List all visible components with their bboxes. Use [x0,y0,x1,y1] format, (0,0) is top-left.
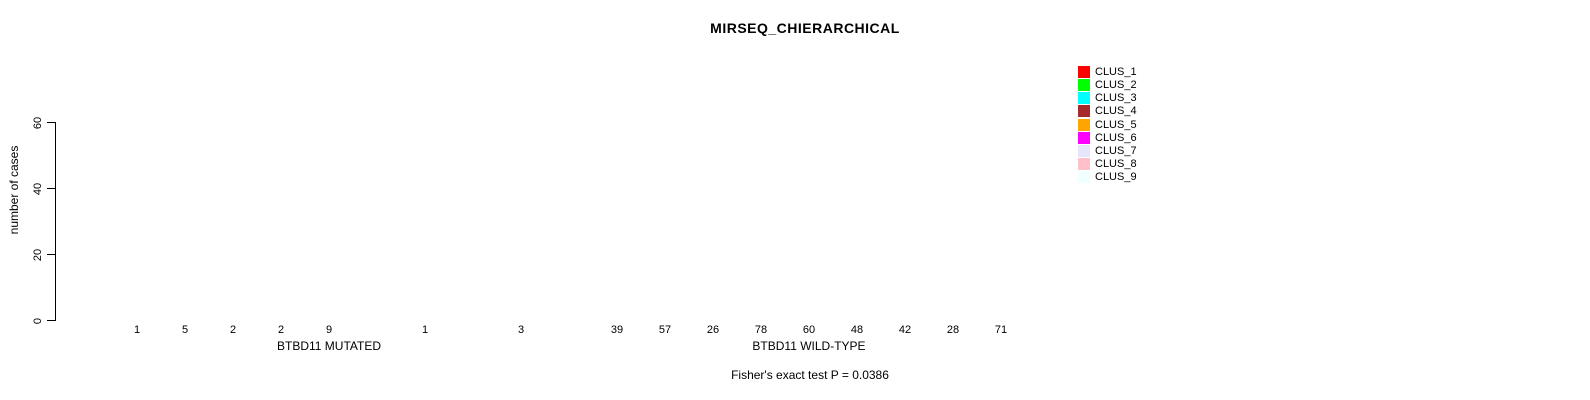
chart-title: MIRSEQ_CHIERARCHICAL [710,20,900,36]
legend-item-label: CLUS_1 [1095,66,1137,78]
legend-item: CLUS_5 [1078,118,1148,132]
legend-color-swatch [1078,118,1090,131]
legend-color-swatch [1078,131,1090,144]
legend-color-swatch [1078,79,1090,92]
y-axis-tick-label: 60 [32,116,44,129]
bar-count-label: 9 [325,324,333,336]
bar-count-label: 39 [610,324,624,336]
y-axis-tick-label: 20 [32,248,44,261]
bar-count-label: 71 [994,324,1008,336]
y-axis-line [55,122,56,321]
legend-color-swatch [1078,171,1090,184]
y-axis-tick [47,320,55,321]
y-axis-tick [47,188,55,189]
bar-count-label: 78 [754,324,768,336]
y-axis-tick-label: 0 [32,317,44,324]
legend-item-label: CLUS_6 [1095,131,1137,144]
legend-color-swatch [1078,92,1090,105]
y-axis-tick [47,122,55,123]
y-axis-tick-label: 40 [32,182,44,195]
legend-color-swatch [1078,105,1090,118]
bar-count-label: 3 [517,324,525,336]
legend-item-label: CLUS_4 [1095,105,1137,118]
legend-color-swatch [1078,158,1090,171]
legend-item-label: CLUS_5 [1095,118,1137,131]
legend-item: CLUS_7 [1078,144,1148,158]
bar-count-label: 60 [802,324,816,336]
legend-item-label: CLUS_3 [1095,92,1137,105]
legend-item: CLUS_4 [1078,105,1148,118]
legend-color-swatch [1078,66,1090,78]
bar-count-label: 48 [850,324,864,336]
bar-count-label: 26 [706,324,720,336]
bar-count-label: 2 [229,324,237,336]
legend-item: CLUS_1 [1078,66,1148,79]
bar-count-label: 5 [181,324,189,336]
x-axis-label-mutated: BTBD11 MUTATED [276,339,381,353]
legend-item: CLUS_2 [1078,79,1148,92]
bar-count-label: 42 [898,324,912,336]
bar-count-label: 1 [421,324,429,336]
legend-item-label: CLUS_8 [1095,158,1137,171]
y-axis-label: number of cases [7,145,21,235]
legend-item: CLUS_6 [1078,131,1148,145]
legend-color-swatch [1078,144,1090,157]
legend-item-label: CLUS_2 [1095,79,1137,92]
legend-item: CLUS_3 [1078,92,1148,105]
legend-item: CLUS_9 [1078,171,1148,184]
legend-item-label: CLUS_7 [1095,144,1137,157]
legend-item: CLUS_8 [1078,158,1148,171]
fisher-test-annotation: Fisher's exact test P = 0.0386 [731,368,889,382]
x-axis-label-wildtype: BTBD11 WILD-TYPE [752,339,866,353]
legend-item-label: CLUS_9 [1095,171,1137,184]
bar-count-label: 28 [946,324,960,336]
bar-count-label: 57 [658,324,672,336]
bar-count-label: 2 [277,324,285,336]
y-axis-tick [47,254,55,255]
bar-count-label: 1 [133,324,141,336]
